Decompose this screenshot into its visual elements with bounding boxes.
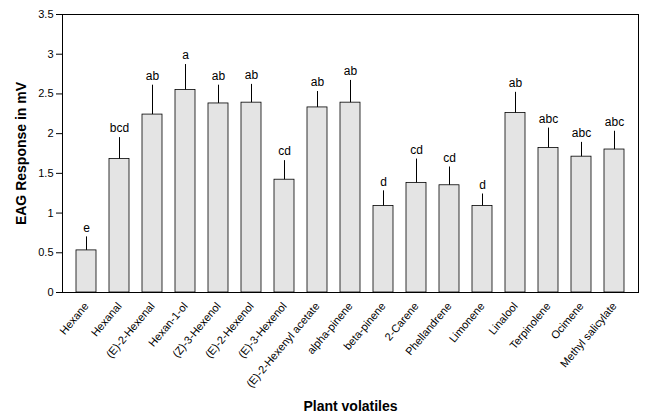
svg-text:2-Carene: 2-Carene — [382, 299, 421, 343]
svg-text:abc: abc — [605, 115, 624, 129]
svg-text:abc: abc — [539, 112, 558, 126]
svg-text:a: a — [182, 48, 189, 62]
svg-text:(E)-2-Hexenyl acetate: (E)-2-Hexenyl acetate — [243, 299, 322, 390]
svg-text:Terpinolene: Terpinolene — [507, 300, 553, 351]
svg-text:abc: abc — [572, 126, 591, 140]
svg-text:1: 1 — [47, 207, 53, 219]
svg-text:Ocimene: Ocimene — [548, 299, 586, 342]
svg-text:0.5: 0.5 — [38, 246, 53, 258]
svg-text:Hexanal: Hexanal — [89, 300, 124, 339]
svg-text:2.5: 2.5 — [38, 87, 53, 99]
svg-text:cd: cd — [443, 151, 456, 165]
svg-text:Hexan-1-ol: Hexan-1-ol — [145, 299, 190, 349]
svg-text:cd: cd — [410, 143, 423, 157]
svg-text:e: e — [83, 221, 90, 235]
svg-text:bcd: bcd — [110, 121, 129, 135]
svg-text:ab: ab — [509, 76, 523, 90]
svg-text:1.5: 1.5 — [38, 167, 53, 179]
svg-text:(Z)-3-Hexenol: (Z)-3-Hexenol — [169, 299, 223, 360]
svg-text:(E)-3-Hexenol: (E)-3-Hexenol — [235, 299, 289, 361]
svg-text:3.5: 3.5 — [38, 8, 53, 20]
svg-text:(E)-2-Hexenal: (E)-2-Hexenal — [104, 300, 157, 360]
svg-text:ab: ab — [311, 75, 325, 89]
svg-text:cd: cd — [278, 144, 291, 158]
svg-text:d: d — [479, 178, 486, 192]
svg-text:Phellandrene: Phellandrene — [403, 300, 454, 357]
svg-text:d: d — [380, 175, 387, 189]
svg-text:EAG Response in mV: EAG Response in mV — [13, 81, 29, 225]
svg-text:ab: ab — [212, 69, 226, 83]
svg-text:0: 0 — [47, 286, 53, 298]
svg-text:alpha-pinene: alpha-pinene — [304, 299, 355, 357]
svg-text:3: 3 — [47, 48, 53, 60]
svg-text:Methyl salicylate: Methyl salicylate — [558, 300, 619, 370]
svg-text:Limonene: Limonene — [446, 300, 486, 345]
svg-text:Hexane: Hexane — [57, 300, 91, 337]
svg-text:ab: ab — [245, 68, 259, 82]
svg-text:(E)-2-Hexenol: (E)-2-Hexenol — [202, 299, 256, 361]
svg-text:Linalool: Linalool — [486, 300, 520, 337]
svg-text:ab: ab — [146, 69, 160, 83]
svg-text:Plant volatiles: Plant volatiles — [303, 398, 397, 414]
svg-text:2: 2 — [47, 127, 53, 139]
svg-text:beta-pinene: beta-pinene — [341, 300, 388, 352]
svg-text:ab: ab — [344, 64, 358, 78]
